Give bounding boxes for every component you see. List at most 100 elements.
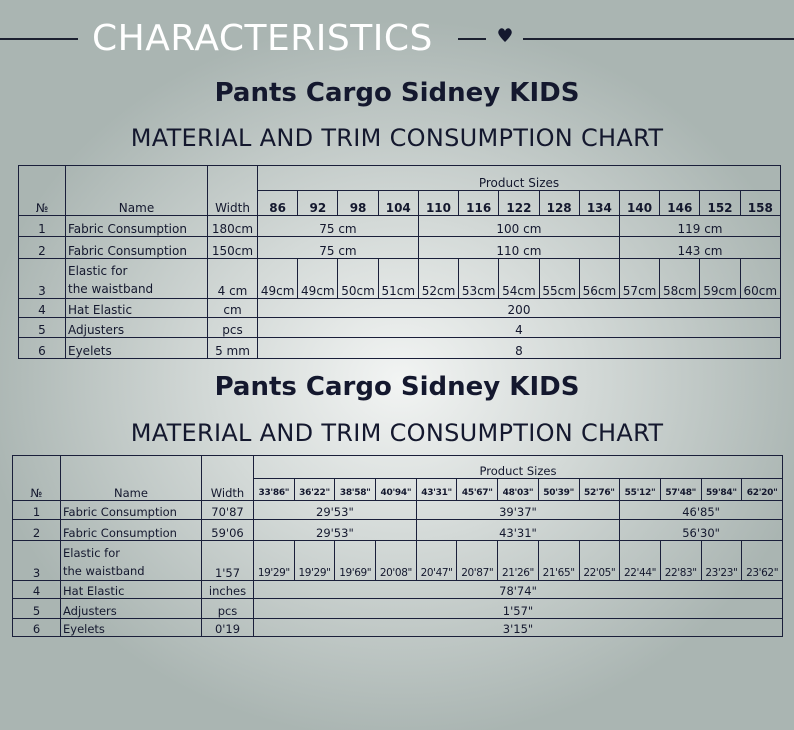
table-subtitle: MATERIAL AND TRIM CONSUMPTION CHART <box>130 124 664 152</box>
number-header: № <box>12 455 61 501</box>
value-cell: 21'26" <box>497 540 539 581</box>
row-name: Fabric Consumption <box>60 519 202 541</box>
size-cell: 62'20" <box>741 478 783 501</box>
size-cell: 38'58" <box>334 478 377 501</box>
value-cell: 143 cm <box>618 236 782 259</box>
row-width: cm <box>207 298 258 318</box>
value-cell: 20'47" <box>415 540 458 581</box>
data-row: 4 Hat Elastic inches 78'74" <box>12 580 783 599</box>
row-name: Elastic for the waistband <box>65 258 208 299</box>
table-title: Pants Cargo Sidney KIDS <box>214 78 580 108</box>
value-cell: 50cm <box>337 258 379 299</box>
row-name: Eyelets <box>65 337 208 359</box>
size-cell: 55'12" <box>619 478 661 501</box>
value-cell: 19'69" <box>334 540 377 581</box>
value-cell: 8 <box>257 337 781 359</box>
row-number: 3 <box>12 540 61 581</box>
size-cell: 134 <box>578 190 620 216</box>
value-cell: 54cm <box>498 258 540 299</box>
value-cell: 4 <box>257 317 781 338</box>
row-width: inches <box>201 580 254 599</box>
size-cell: 48'03" <box>497 478 539 501</box>
value-cell: 22'05" <box>578 540 621 581</box>
value-cell: 23'62" <box>741 540 783 581</box>
heart-icon <box>498 28 512 42</box>
data-row: 6 Eyelets 0'19 3'15" <box>12 618 783 637</box>
header-rule <box>458 38 486 40</box>
value-cell: 19'29" <box>253 540 295 581</box>
row-number: 6 <box>18 337 66 359</box>
size-cell: 92 <box>297 190 339 216</box>
value-cell: 46'85" <box>619 500 783 520</box>
row-name: Adjusters <box>60 598 202 619</box>
page-title: CHARACTERISTICS <box>92 18 433 59</box>
value-cell: 58cm <box>659 258 701 299</box>
table-subtitle: MATERIAL AND TRIM CONSUMPTION CHART <box>130 419 664 447</box>
size-cell: 40'94" <box>375 478 417 501</box>
value-cell: 56cm <box>578 258 620 299</box>
header-rule <box>523 38 794 40</box>
header-row: № Name Width Product Sizes <box>12 455 783 501</box>
value-cell: 60cm <box>739 258 782 299</box>
row-width: 150cm <box>207 236 258 259</box>
row-number: 1 <box>18 215 66 237</box>
size-cell: 57'48" <box>659 478 702 501</box>
value-cell: 29'53" <box>253 500 417 520</box>
size-cell: 152 <box>699 190 741 216</box>
value-cell: 49cm <box>256 258 299 299</box>
header-row: № Name Width Product Sizes <box>18 165 781 216</box>
value-cell: 56'30" <box>619 519 783 541</box>
value-cell: 75 cm <box>257 236 419 259</box>
consumption-table: № Name Width Product Sizes 33'86" 36'22" 38'58… <box>12 455 783 637</box>
size-cell: 158 <box>739 190 782 216</box>
row-name: Eyelets <box>60 618 202 637</box>
size-cell: 86 <box>256 190 299 216</box>
row-name: Elastic for the waistband <box>60 540 202 581</box>
value-cell: 100 cm <box>417 215 620 237</box>
data-row: 4 Hat Elastic cm 200 <box>18 298 781 318</box>
data-row: 6 Eyelets 5 mm 8 <box>18 337 781 359</box>
data-row: 2 Fabric Consumption 59'06 29'53" 43'31" 56'3… <box>12 519 783 541</box>
row-number: 4 <box>12 580 61 599</box>
value-cell: 51cm <box>377 258 419 299</box>
row-width: 4 cm <box>207 258 258 299</box>
data-row: 5 Adjusters pcs 1'57" <box>12 598 783 619</box>
size-cell: 104 <box>377 190 419 216</box>
row-number: 6 <box>12 618 61 637</box>
size-cell: 110 <box>417 190 460 216</box>
row-number: 4 <box>18 298 66 318</box>
data-row: 2 Fabric Consumption 150cm 75 cm 110 cm 143 c… <box>18 236 782 259</box>
row-width: pcs <box>201 598 254 619</box>
row-width: 5 mm <box>207 337 258 359</box>
data-row: 3 Elastic for the waistband 1'57 19'29" 19'29… <box>12 540 783 581</box>
value-cell: 200 <box>257 298 781 318</box>
value-cell: 20'08" <box>375 540 417 581</box>
row-name: Fabric Consumption <box>60 500 202 520</box>
size-cell: 33'86" <box>253 478 295 501</box>
value-cell: 49cm <box>297 258 339 299</box>
row-number: 5 <box>12 598 61 619</box>
row-name: Fabric Consumption <box>65 236 208 259</box>
value-cell: 110 cm <box>417 236 620 259</box>
size-cell: 36'22" <box>293 478 336 501</box>
row-width: 0'19 <box>201 618 254 637</box>
row-name: Adjusters <box>65 317 208 338</box>
row-width: pcs <box>207 317 258 338</box>
row-width: 1'57 <box>201 540 254 581</box>
size-cell: 122 <box>498 190 540 216</box>
value-cell: 1'57" <box>253 598 783 619</box>
value-cell: 53cm <box>458 258 500 299</box>
row-number: 2 <box>12 519 61 541</box>
data-row: 1 Fabric Consumption 70'87 29'53" 39'37" 46'8… <box>12 500 783 520</box>
size-cell: 52'76" <box>578 478 621 501</box>
name-line: the waistband <box>68 282 154 296</box>
value-cell: 21'65" <box>537 540 580 581</box>
row-name: Hat Elastic <box>65 298 208 318</box>
sizes-row: 33'86" 36'22" 38'58" 40'94" 43'31" 45'67" 48'0… <box>13 478 783 501</box>
name-line: Elastic for <box>68 264 128 278</box>
size-cell: 45'67" <box>456 478 499 501</box>
value-cell: 52cm <box>417 258 460 299</box>
width-header: Width <box>207 165 258 216</box>
value-cell: 59cm <box>699 258 741 299</box>
